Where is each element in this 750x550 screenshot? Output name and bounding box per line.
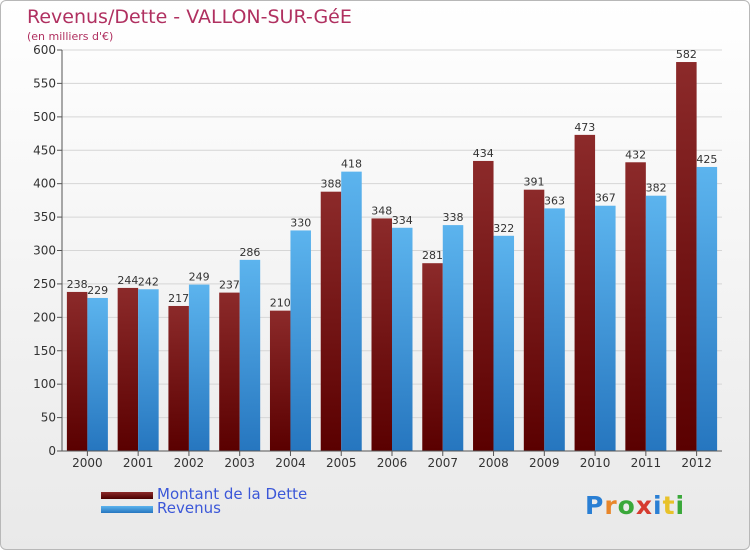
y-tick-label: 300 [33, 244, 56, 258]
data-label: 286 [239, 246, 260, 259]
data-label: 229 [87, 284, 108, 297]
bar-revenus [239, 259, 261, 451]
x-tick-label: 2003 [224, 456, 255, 470]
y-tick-label: 150 [33, 344, 56, 358]
x-tick-label: 2011 [631, 456, 662, 470]
data-label: 348 [371, 204, 392, 217]
y-tick-label: 600 [33, 43, 56, 57]
y-tick-label: 450 [33, 143, 56, 157]
data-label: 382 [646, 182, 667, 195]
data-label: 582 [676, 48, 697, 61]
bar-revenus [290, 230, 311, 451]
bar-dette [422, 263, 443, 451]
y-tick-label: 350 [33, 210, 56, 224]
data-label: 322 [493, 222, 514, 235]
bar-dette [269, 310, 291, 451]
proxiti-logo: Proxiti [585, 491, 685, 520]
y-tick-label: 200 [33, 310, 56, 324]
x-tick-label: 2010 [580, 456, 611, 470]
x-tick-label: 2005 [326, 456, 357, 470]
bar-dette [371, 218, 392, 451]
bar-dette [676, 62, 697, 451]
data-label: 242 [138, 275, 159, 288]
y-tick-label: 550 [33, 76, 56, 90]
data-label: 367 [595, 192, 616, 205]
data-label: 238 [67, 278, 88, 291]
data-label: 418 [341, 158, 362, 171]
data-label: 388 [320, 178, 341, 191]
data-label: 363 [544, 194, 565, 207]
bar-revenus [392, 227, 413, 451]
data-label: 244 [117, 274, 138, 287]
bar-dette [320, 191, 342, 452]
x-tick-label: 2000 [72, 456, 103, 470]
bar-dette [219, 292, 240, 451]
y-tick-label: 100 [33, 377, 56, 391]
logo-letter: r [604, 491, 618, 520]
x-tick-label: 2009 [529, 456, 560, 470]
data-label: 425 [696, 153, 717, 166]
bar-dette [473, 160, 494, 451]
x-tick-label: 2006 [377, 456, 408, 470]
data-label: 249 [189, 271, 210, 284]
bar-dette [625, 162, 646, 451]
legend-swatch-revenus [101, 506, 153, 513]
logo-letter: t [662, 491, 676, 520]
bar-revenus [188, 284, 210, 451]
bar-dette [523, 189, 545, 451]
x-tick-label: 2012 [681, 456, 712, 470]
logo-letter: P [585, 491, 605, 520]
bar-revenus [138, 289, 159, 451]
logo-letter: o [617, 491, 636, 520]
logo-letter: i [653, 491, 663, 520]
bar-revenus [696, 166, 718, 452]
x-tick-label: 2008 [478, 456, 509, 470]
legend-swatch-debt [101, 492, 153, 499]
x-tick-label: 2007 [427, 456, 458, 470]
x-tick-label: 2001 [123, 456, 154, 470]
bar-dette [117, 287, 139, 451]
data-label: 473 [574, 121, 595, 134]
bar-revenus [442, 225, 464, 451]
bar-revenus [341, 171, 362, 452]
logo-letter: i [675, 491, 686, 520]
bar-dette [66, 291, 88, 451]
bar-revenus [595, 205, 616, 451]
data-label: 434 [473, 147, 494, 160]
x-tick-label: 2004 [275, 456, 306, 470]
bar-dette [574, 134, 596, 451]
chart-title: Revenus/Dette - VALLON-SUR-GéE [27, 6, 352, 28]
bar-revenus [87, 297, 108, 451]
y-tick-label: 250 [33, 277, 56, 291]
data-label: 217 [168, 292, 189, 305]
data-label: 237 [219, 279, 240, 292]
data-label: 391 [524, 176, 545, 189]
data-label: 281 [422, 249, 443, 262]
y-tick-label: 500 [33, 110, 56, 124]
y-tick-label: 50 [41, 411, 56, 425]
logo-letter: x [635, 491, 653, 520]
y-tick-label: 400 [33, 177, 56, 191]
data-label: 334 [392, 214, 413, 227]
chart-subtitle: (en milliers d'€) [27, 30, 114, 43]
data-label: 338 [443, 211, 464, 224]
data-label: 330 [290, 216, 311, 229]
bar-revenus [493, 235, 515, 451]
data-label: 210 [270, 297, 291, 310]
bar-dette [168, 305, 189, 451]
x-tick-label: 2002 [174, 456, 205, 470]
bar-revenus [544, 208, 565, 451]
bar-revenus [645, 195, 667, 451]
legend-label-revenus: Revenus [157, 499, 221, 517]
legend-label-debt: Montant de la Dette [157, 485, 308, 503]
data-label: 432 [625, 148, 646, 161]
y-tick-label: 0 [48, 444, 56, 458]
